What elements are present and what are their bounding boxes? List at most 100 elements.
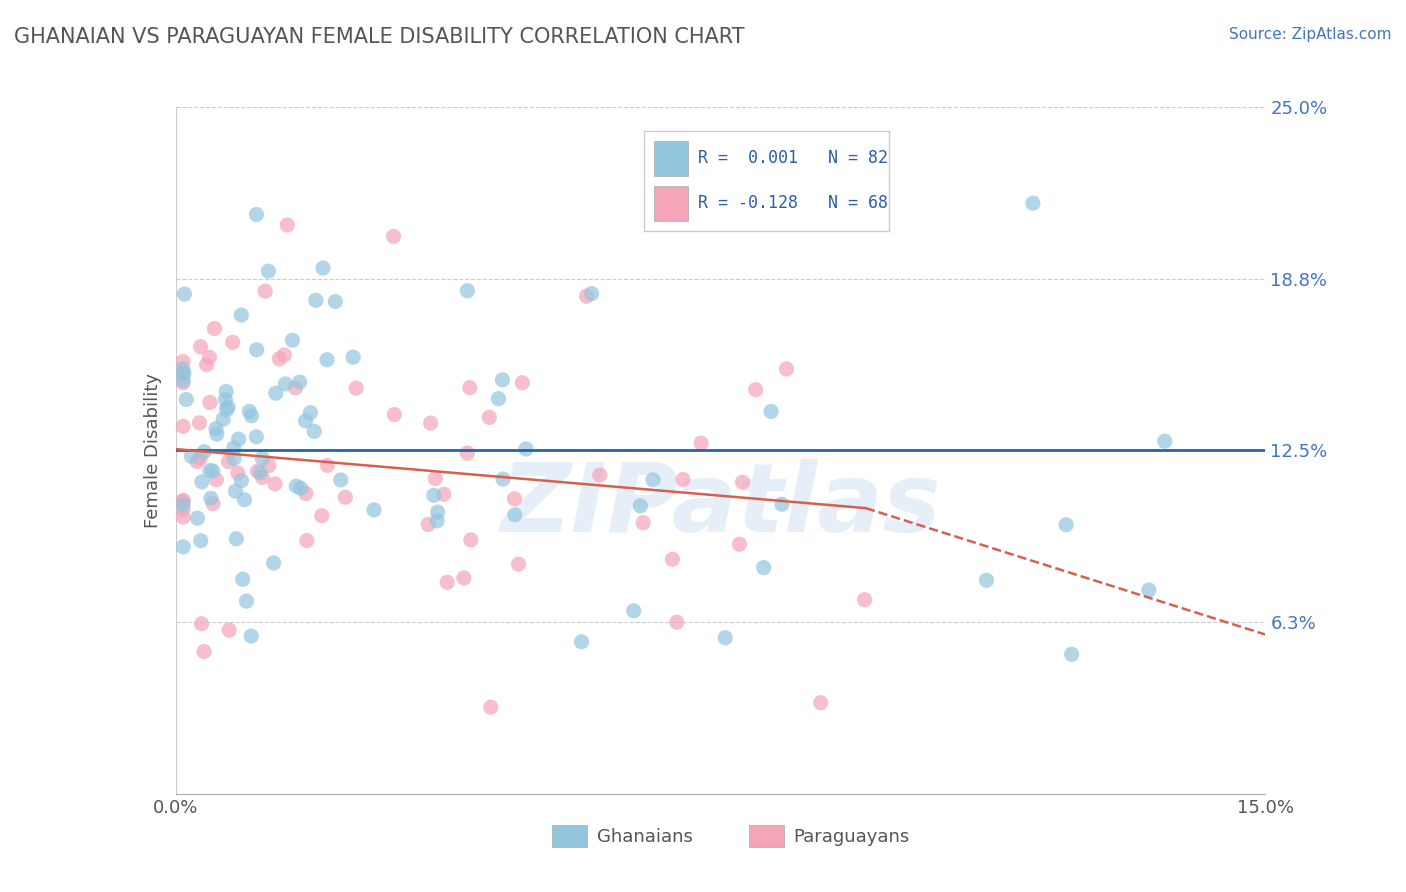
Point xyxy=(195,358,218,372)
Point xyxy=(382,229,405,244)
Point xyxy=(191,475,214,489)
Point xyxy=(503,508,526,522)
Point xyxy=(294,414,316,428)
Point xyxy=(172,419,194,434)
Bar xyxy=(654,186,689,220)
Point xyxy=(728,537,751,551)
Point xyxy=(217,454,239,468)
Point xyxy=(263,556,285,570)
Point xyxy=(456,446,478,460)
Point xyxy=(295,533,318,548)
Point xyxy=(284,381,307,395)
Bar xyxy=(654,141,689,176)
Point xyxy=(290,481,312,495)
Point xyxy=(770,497,793,511)
Point xyxy=(205,427,228,442)
Point xyxy=(276,218,298,232)
Point xyxy=(581,286,603,301)
Point xyxy=(172,502,194,516)
Text: Paraguayans: Paraguayans xyxy=(793,828,910,846)
Point xyxy=(257,458,280,473)
Point xyxy=(274,376,297,391)
Text: ZIPatlas: ZIPatlas xyxy=(501,458,941,552)
Point xyxy=(810,696,832,710)
Point xyxy=(436,575,458,590)
Point xyxy=(172,376,194,390)
Point xyxy=(173,287,195,301)
Point xyxy=(426,514,449,528)
Point xyxy=(254,284,277,298)
Point xyxy=(190,616,212,631)
Point xyxy=(510,376,533,390)
Point xyxy=(631,516,654,530)
Point xyxy=(273,348,295,362)
Point xyxy=(492,472,515,486)
Point xyxy=(246,343,269,357)
Point xyxy=(264,386,287,401)
Text: GHANAIAN VS PARAGUAYAN FEMALE DISABILITY CORRELATION CHART: GHANAIAN VS PARAGUAYAN FEMALE DISABILITY… xyxy=(14,27,745,46)
Point xyxy=(240,409,263,423)
Point xyxy=(172,494,194,508)
Point xyxy=(714,631,737,645)
Point xyxy=(1153,434,1175,449)
Point xyxy=(316,352,339,367)
Point xyxy=(201,497,224,511)
Point xyxy=(731,475,754,490)
Point xyxy=(190,533,212,548)
Point xyxy=(423,488,446,502)
Point xyxy=(641,473,664,487)
Point xyxy=(225,532,247,546)
Point xyxy=(188,451,211,466)
Point xyxy=(575,289,598,303)
Point xyxy=(305,293,328,308)
Point xyxy=(690,436,713,450)
Point xyxy=(215,384,238,399)
Point xyxy=(200,491,222,506)
Point xyxy=(479,700,502,714)
Point xyxy=(433,487,456,501)
Point xyxy=(281,333,304,347)
Point xyxy=(172,362,194,376)
Point xyxy=(285,479,308,493)
Point xyxy=(299,406,322,420)
Point xyxy=(226,466,249,480)
Point xyxy=(478,410,501,425)
Point xyxy=(745,383,768,397)
Point xyxy=(193,645,215,659)
Point xyxy=(269,351,291,366)
Point xyxy=(456,284,478,298)
Point xyxy=(198,350,221,364)
Point xyxy=(231,308,253,322)
Point xyxy=(204,321,226,335)
Point xyxy=(233,492,256,507)
Point xyxy=(426,505,449,519)
Point xyxy=(363,503,385,517)
Point xyxy=(460,533,482,547)
Point xyxy=(217,400,239,414)
Point xyxy=(264,476,287,491)
Point xyxy=(312,260,335,275)
Point xyxy=(222,335,245,350)
Point xyxy=(628,499,651,513)
Point xyxy=(193,444,215,458)
Point xyxy=(205,421,228,435)
Point xyxy=(329,473,352,487)
Point xyxy=(214,392,236,407)
Point xyxy=(176,392,198,407)
Point xyxy=(245,207,267,221)
Point xyxy=(382,408,405,422)
Point xyxy=(172,510,194,524)
Point xyxy=(198,464,221,478)
Point xyxy=(752,560,775,574)
Point xyxy=(775,362,797,376)
Point xyxy=(458,381,481,395)
Point xyxy=(172,354,194,368)
Point xyxy=(288,375,311,389)
Point xyxy=(212,412,235,426)
Point xyxy=(186,454,208,468)
Point xyxy=(316,458,339,473)
Point xyxy=(172,374,194,388)
Point xyxy=(488,392,510,406)
Point xyxy=(623,604,645,618)
Point xyxy=(172,540,194,554)
